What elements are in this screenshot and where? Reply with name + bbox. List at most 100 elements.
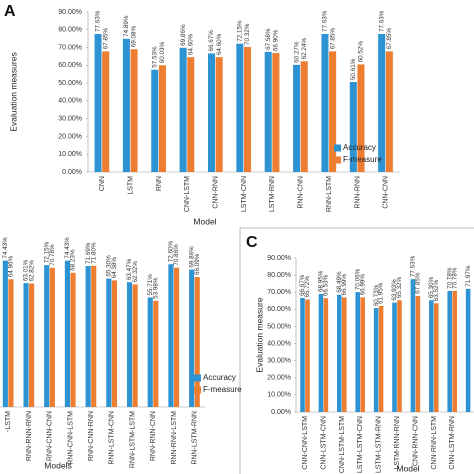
y-tick-label: 40.00% (58, 98, 82, 105)
data-label: 77.63% (95, 10, 102, 32)
legend-swatch (194, 386, 201, 394)
x-tick-label: RNN-LSTM (326, 176, 333, 212)
x-tick-label: LSTM-LSTM-CNN (357, 416, 364, 473)
bar (147, 297, 153, 407)
bar (357, 64, 365, 172)
y-tick-label: 70.00% (58, 44, 82, 51)
bar (130, 49, 138, 172)
x-tick-label: LSTM-CNN (241, 176, 248, 212)
x-tick-label: RNN-CNN-CNN (47, 411, 54, 461)
x-tick-label: RNN-CNN (298, 176, 305, 209)
data-label: 74.43% (2, 237, 9, 259)
y-tick-label: 0.00% (271, 409, 291, 416)
bar (122, 38, 130, 173)
x-tick-label: CNN-LSTM-LSTM (339, 416, 346, 473)
legend-label: F-measure (203, 385, 242, 394)
bar (397, 300, 402, 412)
data-label: 60.73% (373, 284, 380, 306)
x-axis-label: Model (396, 463, 419, 473)
x-tick-label: LSTM-LSTM-RNN (376, 416, 383, 473)
bar (465, 288, 471, 412)
data-label: 69.86% (188, 246, 195, 268)
data-label: 67.85% (102, 28, 109, 50)
bar (272, 53, 280, 172)
data-label: 67.85% (415, 272, 422, 294)
bar (305, 299, 310, 412)
y-tick-label: 80.00% (267, 272, 291, 279)
x-tick-label: CNN (99, 176, 106, 191)
data-label: 70.78% (446, 267, 453, 289)
data-label: 72.15% (237, 20, 244, 42)
x-tick-label: RNN (156, 176, 163, 191)
panel-frame (239, 227, 474, 474)
data-label: 67.58% (265, 28, 272, 50)
data-label: 66.53% (323, 274, 330, 296)
bar (168, 264, 174, 407)
bar (318, 294, 324, 412)
y-tick-label: 80.00% (58, 27, 82, 34)
bar (360, 297, 365, 412)
bar (447, 290, 453, 412)
bar (70, 272, 76, 407)
data-label: 68.49% (336, 271, 343, 293)
x-tick-label: CNN-CNN (383, 176, 390, 209)
bar (452, 290, 457, 412)
y-tick-label: 50.00% (58, 80, 82, 87)
data-label: 66.99% (341, 274, 348, 296)
data-label: 65.30% (428, 277, 435, 299)
x-tick-label: -LSTM (5, 411, 12, 432)
x-tick-label: CNN-LSTM-RNN (449, 416, 456, 470)
bar (323, 298, 329, 412)
bar (111, 280, 117, 407)
y-tick-label: 20.00% (58, 133, 82, 140)
y-tick-label: 10.00% (58, 151, 82, 158)
y-tick-label: 10.00% (267, 392, 291, 399)
data-label: 70.06% (354, 268, 361, 290)
y-axis-label: Evaluation measure (254, 297, 264, 372)
bar (49, 267, 55, 407)
data-label: 66.67% (208, 30, 215, 52)
data-label: 70.78% (451, 267, 458, 289)
data-label: 72.15% (43, 241, 50, 263)
data-label: 71.97% (465, 265, 472, 287)
data-label: 60.27% (293, 41, 300, 63)
data-label: 72.60% (168, 240, 175, 262)
bar (300, 297, 305, 412)
bar (8, 279, 14, 407)
bar (392, 302, 397, 412)
bar (429, 300, 434, 412)
data-label: 63.52% (433, 280, 440, 302)
data-label: 66.09% (194, 253, 201, 275)
bar (410, 279, 416, 412)
y-tick-label: 90.00% (58, 9, 82, 16)
x-tick-label: RNN-RNN-LSTM (171, 411, 178, 465)
bar (329, 51, 337, 172)
chart-title: C (246, 234, 258, 251)
bar (158, 65, 166, 172)
data-label: 63.01% (23, 259, 30, 281)
x-tick-label: CNN-CNN-LSTM (302, 416, 309, 470)
bar (236, 43, 244, 172)
data-label: 66.90% (273, 29, 280, 51)
y-tick-label: 70.00% (267, 289, 291, 296)
bar (293, 64, 301, 172)
data-label: 66.67% (299, 274, 306, 296)
bar (385, 51, 393, 172)
x-tick-label: CNN-LSTM (184, 176, 191, 212)
bar (132, 284, 138, 407)
data-label: 77.63% (378, 10, 385, 32)
x-tick-label: RNN-CNN-RNN (88, 411, 95, 461)
y-tick-label: 30.00% (58, 116, 82, 123)
legend-label: Accuracy (203, 373, 236, 382)
bar (2, 260, 8, 407)
bar (85, 266, 91, 407)
x-tick-label: CNN-LSTM-CNN (320, 416, 327, 470)
bar (373, 308, 379, 412)
bar (151, 69, 159, 172)
bar (29, 283, 35, 407)
data-label: 62.32% (132, 261, 139, 283)
bar (378, 305, 384, 412)
data-label: 61.95% (378, 282, 385, 304)
data-label: 71.69% (85, 242, 92, 264)
